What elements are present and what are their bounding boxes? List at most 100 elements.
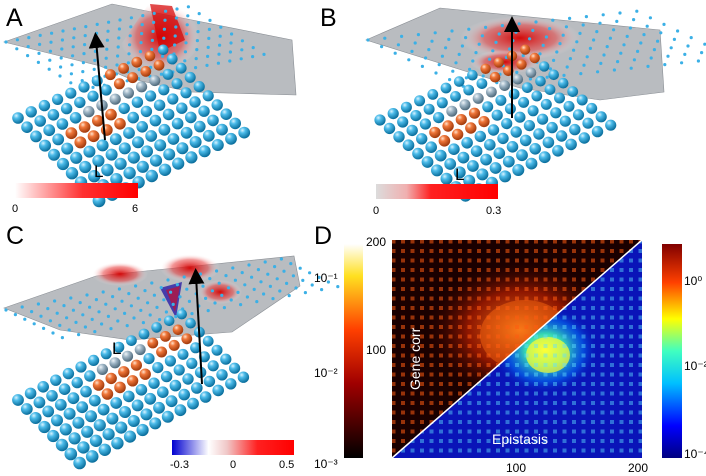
surface-node <box>81 61 85 65</box>
surface-node <box>48 49 53 53</box>
lattice-sphere <box>180 87 192 99</box>
surface-node <box>94 298 98 302</box>
surface-node <box>46 307 50 311</box>
surface-node <box>581 23 585 27</box>
panel-b-colorbar <box>376 184 498 199</box>
lattice-sphere <box>100 124 113 136</box>
surface-node <box>111 295 115 299</box>
surface-node <box>207 27 211 31</box>
lattice-sphere <box>605 119 617 131</box>
surface-node <box>23 317 27 321</box>
surface-node <box>256 268 260 272</box>
lattice-sphere <box>47 429 60 443</box>
surface-node <box>615 19 619 23</box>
surface-node <box>27 36 31 40</box>
surface-node <box>481 74 485 78</box>
surface-node <box>430 39 434 43</box>
lattice-sphere <box>185 151 198 164</box>
surface-node <box>582 63 586 67</box>
panel-a-lattice <box>12 44 251 208</box>
lattice-sphere <box>125 335 137 346</box>
lattice-sphere <box>202 335 214 347</box>
surface-node <box>450 29 454 33</box>
lattice-sphere <box>172 324 184 336</box>
surface-node <box>217 52 221 56</box>
surface-node <box>26 45 30 49</box>
surface-node <box>444 46 448 50</box>
lattice-sphere <box>486 86 497 98</box>
surface-node <box>400 34 404 39</box>
lattice-sphere <box>106 412 119 425</box>
surface-node <box>88 305 92 309</box>
lattice-sphere <box>163 315 175 327</box>
lattice-sphere <box>497 132 509 145</box>
surface-node <box>152 11 156 15</box>
surface-node <box>287 294 291 298</box>
surface-node <box>561 33 565 37</box>
lattice-sphere <box>427 89 439 100</box>
surface-node <box>279 257 283 261</box>
lattice-sphere <box>61 142 74 155</box>
lattice-sphere <box>62 367 75 380</box>
lattice-sphere <box>467 160 479 172</box>
surface-node <box>308 271 312 275</box>
lattice-sphere <box>74 136 87 149</box>
lattice-sphere <box>198 105 210 117</box>
surface-node <box>60 336 64 340</box>
lattice-sphere <box>38 99 51 112</box>
lattice-sphere <box>402 139 415 151</box>
lattice-sphere <box>463 174 476 187</box>
lattice-sphere <box>176 142 189 155</box>
panel-a-label: A <box>6 4 23 32</box>
surface-node <box>672 37 677 42</box>
panel-a-colorbar <box>15 183 138 198</box>
lattice-sphere <box>156 346 168 358</box>
lattice-sphere <box>76 401 89 414</box>
lattice-sphere <box>109 133 122 146</box>
panel-c-lattice <box>12 309 250 470</box>
lattice-sphere <box>85 450 99 463</box>
lattice-sphere <box>84 370 96 382</box>
surface-node <box>195 39 199 43</box>
lattice-sphere <box>229 117 241 130</box>
surface-node <box>51 331 55 335</box>
surface-node <box>207 36 211 41</box>
lattice-sphere <box>46 390 58 402</box>
surface-node <box>240 48 244 52</box>
lattice-sphere <box>118 63 129 74</box>
lattice-sphere <box>145 169 158 183</box>
surface-node <box>116 54 120 58</box>
lattice-sphere <box>525 157 538 170</box>
lattice-sphere <box>118 102 130 115</box>
surface-node <box>13 313 17 317</box>
surface-node <box>81 313 85 317</box>
lattice-sphere <box>140 66 152 77</box>
lattice-sphere <box>457 151 470 164</box>
lattice-sphere <box>489 162 502 174</box>
lattice-sphere <box>474 130 486 143</box>
lattice-sphere <box>563 100 575 112</box>
lattice-sphere <box>140 105 153 118</box>
surface-node <box>49 40 53 44</box>
surface-node <box>113 307 117 311</box>
surface-node <box>175 7 179 11</box>
lattice-sphere <box>166 53 178 65</box>
surface-node <box>30 310 34 314</box>
lattice-sphere <box>180 126 193 139</box>
surface-node <box>686 44 690 48</box>
surface-node <box>127 292 131 296</box>
lattice-sphere <box>207 360 219 372</box>
surface-node <box>477 42 481 46</box>
surface-node <box>317 275 321 279</box>
surface-node <box>555 50 559 54</box>
lattice-sphere <box>43 124 56 137</box>
lattice-sphere <box>172 157 185 170</box>
lattice-sphere <box>111 437 124 450</box>
lattice-sphere <box>410 110 422 122</box>
surface-node <box>146 301 150 305</box>
lattice-sphere <box>529 52 540 64</box>
lattice-sphere <box>131 399 144 412</box>
lattice-sphere <box>185 317 196 329</box>
surface-node <box>271 297 275 301</box>
surface-node <box>38 42 42 47</box>
